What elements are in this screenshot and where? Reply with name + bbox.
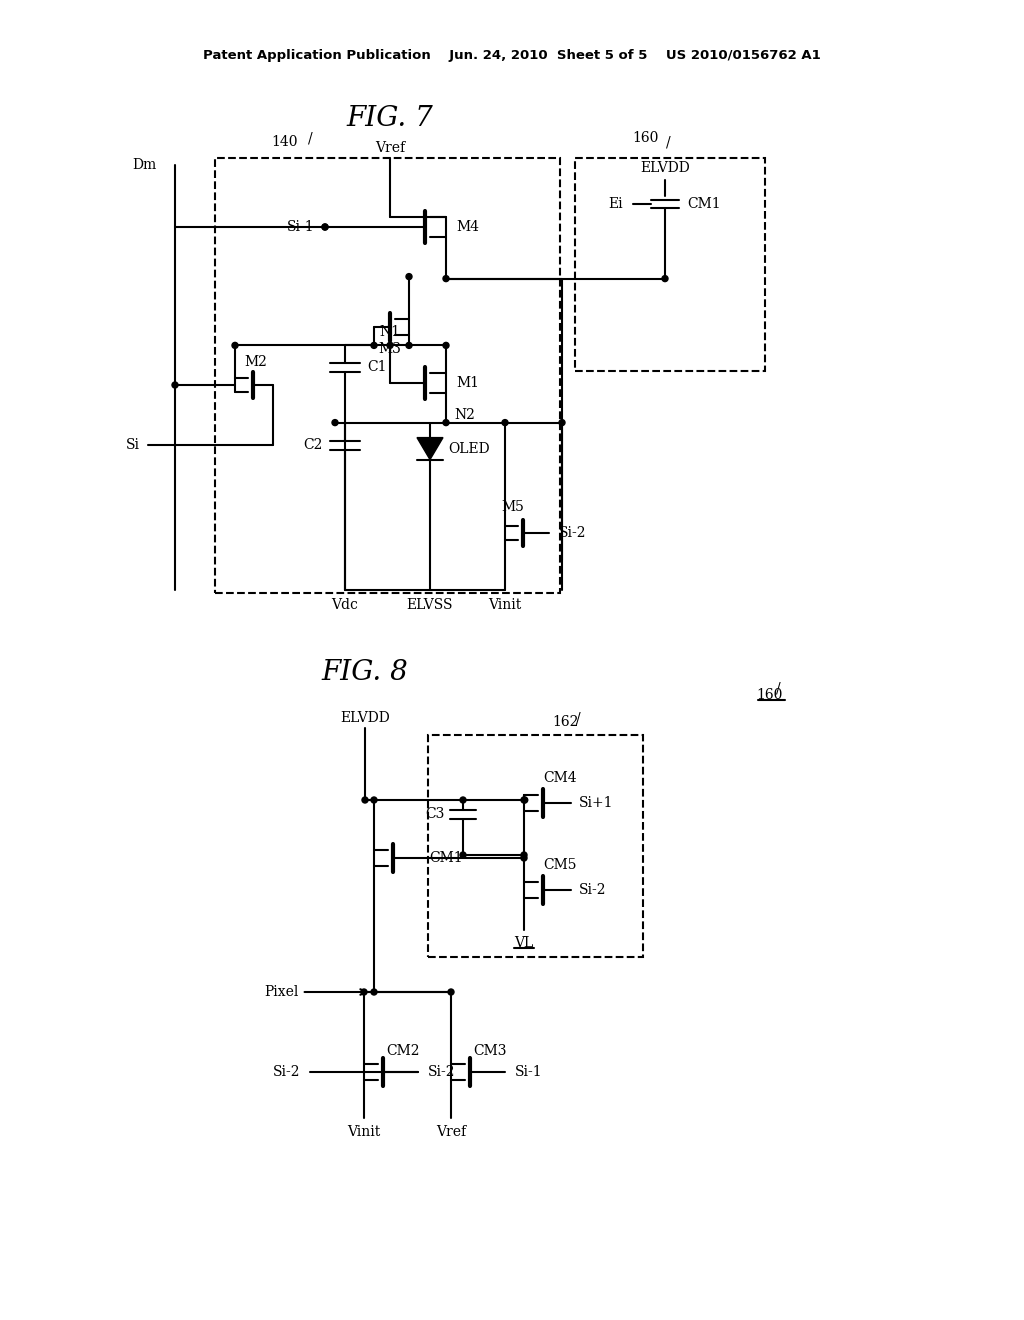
Circle shape xyxy=(460,851,466,858)
Text: CM4: CM4 xyxy=(543,771,577,785)
Text: FIG. 7: FIG. 7 xyxy=(347,104,433,132)
Circle shape xyxy=(502,420,508,425)
Text: C1: C1 xyxy=(367,360,386,375)
Circle shape xyxy=(662,276,668,281)
Circle shape xyxy=(449,989,454,995)
Circle shape xyxy=(406,342,412,348)
Circle shape xyxy=(371,989,377,995)
Circle shape xyxy=(460,797,466,803)
Text: CM1: CM1 xyxy=(687,197,721,211)
Text: OLED: OLED xyxy=(449,442,489,455)
Text: VL: VL xyxy=(514,936,534,949)
Text: /: / xyxy=(307,131,312,145)
Circle shape xyxy=(406,273,412,280)
Circle shape xyxy=(332,420,338,425)
Text: ELVSS: ELVSS xyxy=(407,598,454,612)
Text: CM5: CM5 xyxy=(543,858,577,871)
Text: 160: 160 xyxy=(757,688,783,702)
Text: M4: M4 xyxy=(456,220,479,234)
Text: Patent Application Publication    Jun. 24, 2010  Sheet 5 of 5    US 2010/0156762: Patent Application Publication Jun. 24, … xyxy=(203,49,821,62)
Text: M3: M3 xyxy=(379,342,401,356)
Text: Si+1: Si+1 xyxy=(579,796,613,810)
Circle shape xyxy=(521,851,527,858)
Bar xyxy=(215,158,560,593)
Bar xyxy=(428,735,643,957)
Text: Vref: Vref xyxy=(436,1125,466,1139)
Text: M5: M5 xyxy=(502,500,524,513)
Text: ELVDD: ELVDD xyxy=(340,711,390,725)
Text: /: / xyxy=(575,711,581,725)
Polygon shape xyxy=(417,438,443,459)
Circle shape xyxy=(361,989,367,995)
Text: Vinit: Vinit xyxy=(347,1125,381,1139)
Text: Ei: Ei xyxy=(608,197,623,211)
Circle shape xyxy=(172,381,178,388)
Circle shape xyxy=(521,855,527,861)
Text: Si-2: Si-2 xyxy=(428,1065,456,1078)
Circle shape xyxy=(322,224,328,230)
Text: CM3: CM3 xyxy=(473,1044,507,1059)
Text: C3: C3 xyxy=(426,807,445,821)
Text: Pixel: Pixel xyxy=(264,985,366,999)
Circle shape xyxy=(387,342,393,348)
Circle shape xyxy=(362,797,368,803)
Circle shape xyxy=(559,420,565,425)
Circle shape xyxy=(443,276,449,281)
Circle shape xyxy=(371,797,377,803)
Text: 162: 162 xyxy=(552,715,579,729)
Text: Si-1: Si-1 xyxy=(288,220,315,234)
Text: Si: Si xyxy=(126,438,140,451)
Text: M1: M1 xyxy=(456,376,479,389)
Circle shape xyxy=(443,420,449,425)
Circle shape xyxy=(521,797,527,803)
Text: C2: C2 xyxy=(304,438,323,451)
Text: Si-2: Si-2 xyxy=(559,525,587,540)
Bar xyxy=(575,158,765,371)
Text: CM2: CM2 xyxy=(386,1044,420,1059)
Circle shape xyxy=(371,342,377,348)
Circle shape xyxy=(522,797,527,803)
Text: N1: N1 xyxy=(379,325,400,339)
Text: 140: 140 xyxy=(271,135,298,149)
Circle shape xyxy=(322,224,328,230)
Text: FIG. 8: FIG. 8 xyxy=(322,660,409,686)
Text: Dm: Dm xyxy=(133,158,157,172)
Text: Si-1: Si-1 xyxy=(515,1065,543,1078)
Text: Vinit: Vinit xyxy=(488,598,521,612)
Text: ELVDD: ELVDD xyxy=(640,161,690,176)
Text: 160: 160 xyxy=(632,131,658,145)
Circle shape xyxy=(443,342,449,348)
Text: /: / xyxy=(776,682,780,696)
Text: Si-2: Si-2 xyxy=(579,883,606,898)
Text: Vref: Vref xyxy=(375,141,406,154)
Text: Si-2: Si-2 xyxy=(272,1065,300,1078)
Text: /: / xyxy=(666,136,671,150)
Text: Vdc: Vdc xyxy=(332,598,358,612)
Text: CM1: CM1 xyxy=(429,851,463,865)
Circle shape xyxy=(232,342,238,348)
Text: M2: M2 xyxy=(245,355,267,368)
Text: N2: N2 xyxy=(454,408,475,421)
